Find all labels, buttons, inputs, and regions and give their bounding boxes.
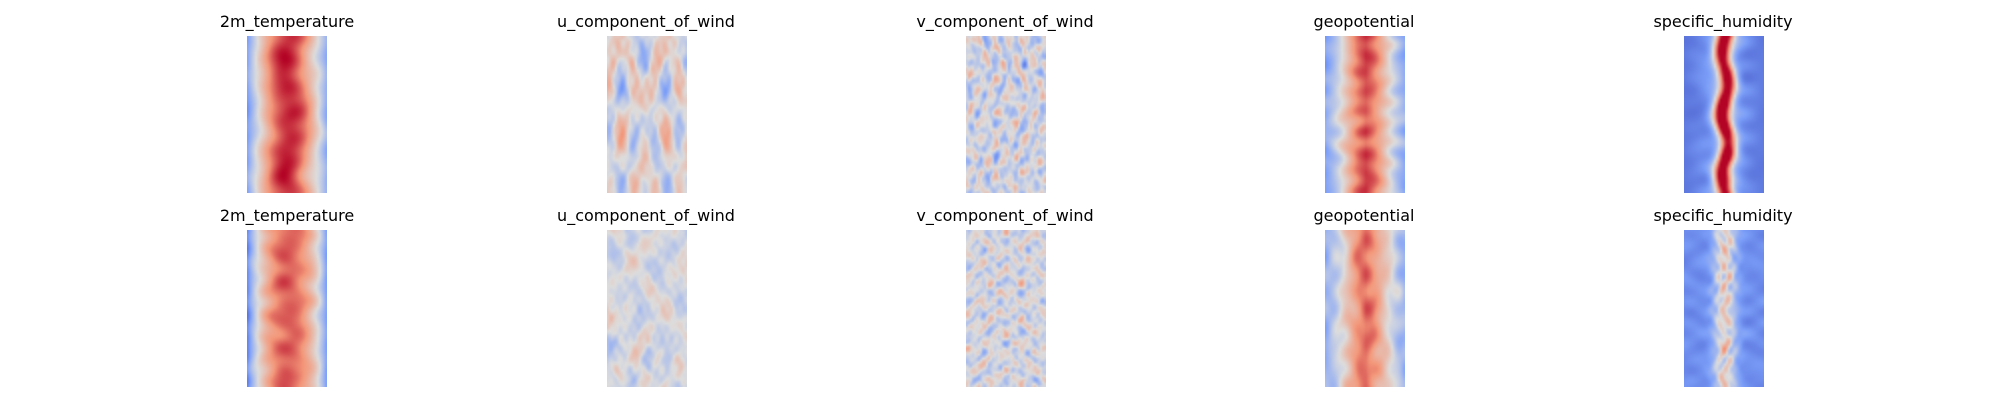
panel-row1-2m-temperature: 2m_temperature [177, 12, 397, 193]
panel-title: specific_humidity [1653, 12, 1793, 31]
panel-row2-u-component-of-wind: u_component_of_wind [536, 206, 756, 387]
panel-row2-v-component-of-wind: v_component_of_wind [895, 206, 1115, 387]
panel-title: geopotential [1313, 12, 1415, 31]
panel-title: u_component_of_wind [557, 206, 735, 225]
panel-row1-geopotential: geopotential [1254, 12, 1474, 193]
panel-title: v_component_of_wind [916, 12, 1094, 31]
heatmap-image [966, 230, 1046, 387]
heatmap-image [1684, 230, 1764, 387]
heatmap-image [1325, 36, 1405, 193]
heatmap-image [1325, 230, 1405, 387]
heatmap-image [607, 230, 687, 387]
panel-title: 2m_temperature [219, 12, 355, 31]
panel-row2-2m-temperature: 2m_temperature [177, 206, 397, 387]
panel-title: geopotential [1313, 206, 1415, 225]
heatmap-image [966, 36, 1046, 193]
panel-row1-v-component-of-wind: v_component_of_wind [895, 12, 1115, 193]
panel-row1-u-component-of-wind: u_component_of_wind [536, 12, 756, 193]
heatmap-image [1684, 36, 1764, 193]
panel-title: v_component_of_wind [916, 206, 1094, 225]
panel-row1-specific-humidity: specific_humidity [1613, 12, 1833, 193]
heatmap-image [247, 230, 327, 387]
heatmap-image [607, 36, 687, 193]
panel-title: specific_humidity [1653, 206, 1793, 225]
panel-title: u_component_of_wind [557, 12, 735, 31]
panel-title: 2m_temperature [219, 206, 355, 225]
heatmap-image [247, 36, 327, 193]
panel-row2-specific-humidity: specific_humidity [1613, 206, 1833, 387]
panel-row2-geopotential: geopotential [1254, 206, 1474, 387]
